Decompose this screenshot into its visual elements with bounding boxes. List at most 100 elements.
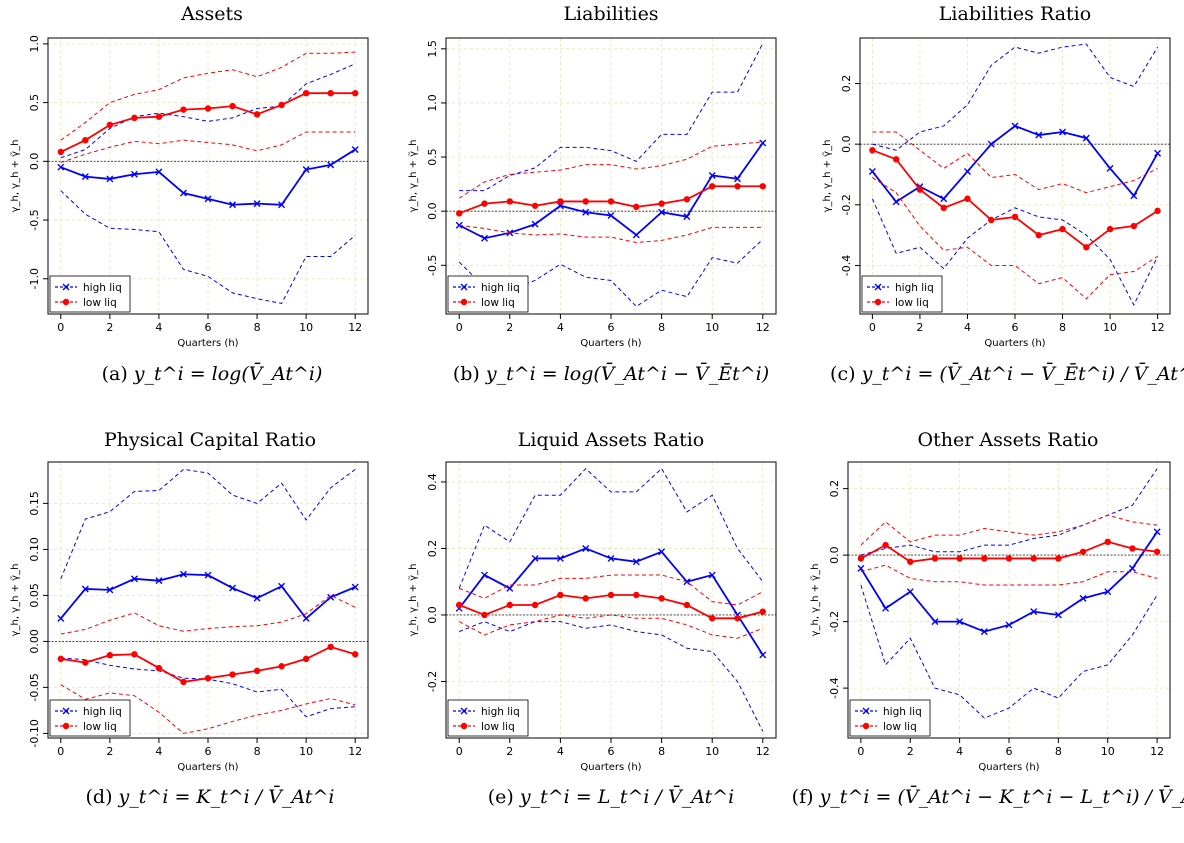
x-tick-label: 8 [658,745,665,758]
x-tick-label: 0 [869,321,876,334]
point-high-liq [57,614,65,622]
point-high-liq [658,208,666,216]
y-tick-label: 0.0 [426,202,439,220]
point-high-liq [556,554,564,562]
x-tick-label: 10 [1103,321,1117,334]
point-high-liq [204,571,212,579]
y-tick-label: 0.05 [28,583,41,608]
point-low-liq [956,555,963,562]
point-high-liq [278,582,286,590]
band-upper-low-liq [860,514,1158,546]
point-low-liq [658,595,665,602]
y-tick-label: 0.0 [840,135,853,153]
point-high-liq [302,614,310,622]
x-tick-label: 0 [857,745,864,758]
caption-label-b: (b) [453,363,486,385]
caption-formula: y_t^i = L_t^i / V̄_At^i [519,785,734,808]
point-high-liq [253,594,261,602]
point-low-liq [352,651,359,658]
y-tick-label: -0.2 [426,671,439,692]
point-high-liq [1104,588,1112,596]
band-upper-low-liq [60,594,356,635]
x-tick-label: 12 [1150,745,1164,758]
point-low-liq [857,555,865,562]
legend-box [849,699,931,737]
y-axis-label: γ_h, γ_h + γ̃_h [9,564,21,637]
point-low-liq [82,136,89,144]
point-low-liq [506,198,513,205]
legend: high liq low liq [49,275,131,313]
point-low-liq [106,652,114,659]
x-tick-label: 4 [155,321,162,334]
band-lower-low-liq [860,564,1158,586]
y-tick-label: 0.10 [28,537,41,562]
panel-2: Liabilities 0 2 4 6 8 10 12 Quarters (h) -0.5 0.0 0… [407,3,777,385]
x-axis-label: Quarters (h) [177,338,238,349]
point-low-liq [180,678,187,686]
legend-marker [862,722,870,730]
point-low-liq [481,200,488,207]
legend-marker [62,298,70,306]
point-high-liq [204,195,212,203]
point-low-liq [1154,207,1161,215]
point-low-liq [658,200,665,207]
x-tick-label: 10 [705,745,719,758]
band-lower-low-liq [458,614,763,639]
point-low-liq [278,101,285,109]
band-upper-high-liq [459,43,764,192]
point-low-liq [302,655,310,663]
legend-marker [460,707,468,715]
x-tick-label: 6 [205,321,212,334]
y-tick-label: 0.5 [426,148,439,166]
point-high-liq [1128,564,1136,572]
legend-marker [862,707,870,715]
point-low-liq [1079,548,1087,555]
panel-title: Physical Capital Ratio [104,429,316,451]
point-low-liq [352,90,359,97]
point-low-liq [327,90,334,97]
point-low-liq [607,198,615,205]
point-high-liq [531,554,539,562]
point-high-liq [1106,164,1114,172]
caption-label-d: (d) [86,786,119,808]
x-tick-label: 8 [1055,745,1062,758]
point-low-liq [57,148,64,156]
legend-box [49,699,131,737]
x-tick-label: 8 [1059,321,1066,334]
point-high-liq [956,618,964,626]
point-low-liq [557,591,564,599]
point-low-liq [1129,545,1136,552]
point-high-liq [327,593,335,601]
panel-caption: (d) y_t^i = K_t^i / V̄_At^i [86,785,335,808]
x-tick-label: 6 [1012,321,1019,334]
panel-6: Other Assets Ratio 0 2 4 6 8 10 12 Quarters (h) -… [792,429,1184,808]
x-tick-label: 6 [1006,745,1013,758]
point-high-liq [987,140,995,148]
point-high-liq [1011,122,1019,130]
x-tick-label: 12 [348,321,362,334]
point-high-liq [1130,192,1138,200]
caption-label-a: (a) [102,363,134,385]
point-high-liq [1035,131,1043,139]
x-tick-label: 6 [608,745,615,758]
point-low-liq [709,615,716,622]
y-tick-label: 0.0 [426,606,439,624]
band-lower-low-liq [60,131,356,163]
point-high-liq [179,570,187,578]
point-high-liq [481,571,488,579]
legend-marker [874,283,882,291]
legend-marker [460,298,468,306]
y-tick-label: 1.0 [426,94,439,112]
legend-marker [62,283,70,291]
point-high-liq [155,577,163,585]
point-low-liq [106,121,114,129]
x-tick-label: 12 [1151,321,1165,334]
panel-caption: (e) y_t^i = L_t^i / V̄_At^i [488,785,734,808]
legend: high liq low liq [447,699,529,737]
point-high-liq [351,583,359,591]
band-upper-low-liq [872,131,1158,194]
point-low-liq [633,203,640,211]
y-tick-label: 0.0 [828,546,841,564]
band-lower-low-liq [60,684,356,734]
band-upper-low-liq [458,141,763,199]
